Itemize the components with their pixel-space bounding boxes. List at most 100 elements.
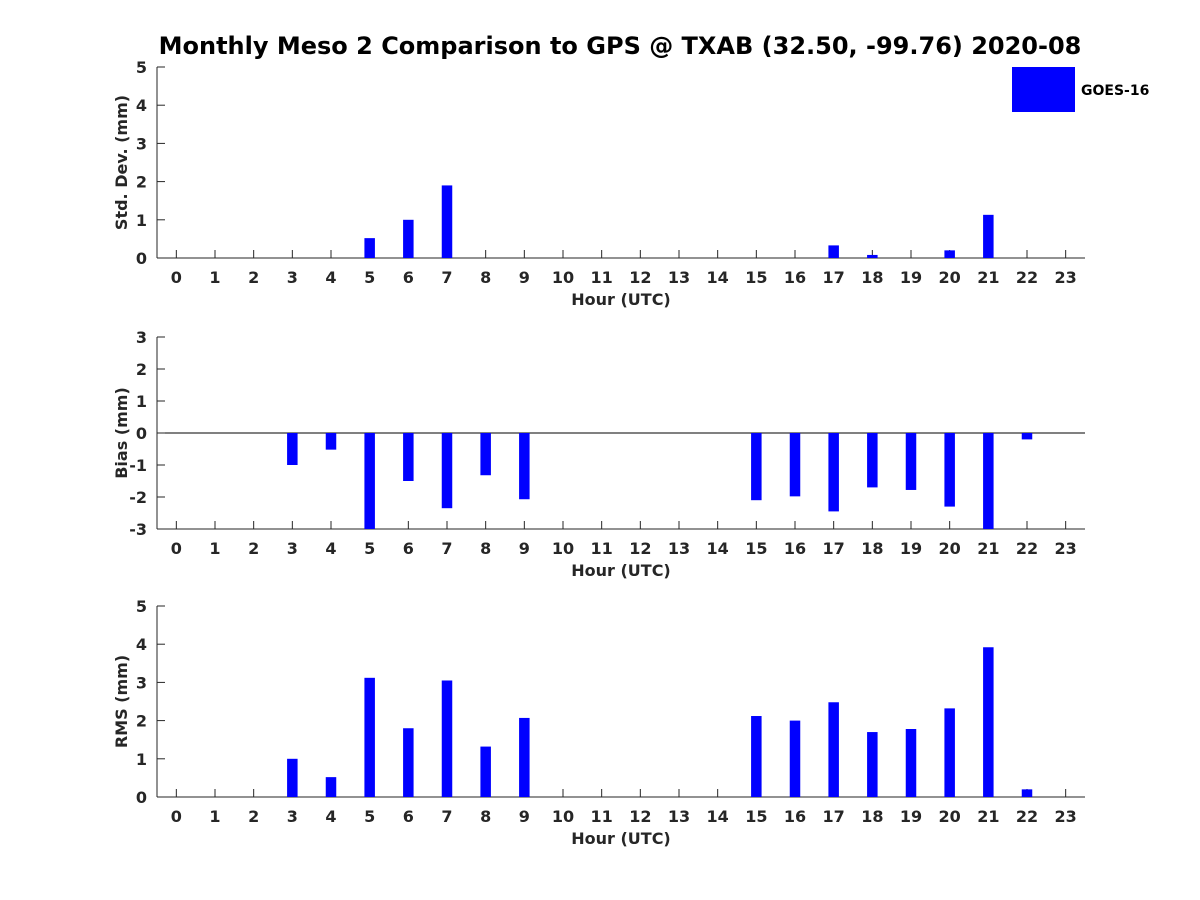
- bias-x-axis-label: Hour (UTC): [571, 561, 671, 580]
- chart-title: Monthly Meso 2 Comparison to GPS @ TXAB …: [159, 32, 1082, 60]
- rms-x-tick-label: 14: [707, 807, 729, 826]
- std-dev-x-tick-label: 3: [287, 268, 298, 287]
- rms-bar: [867, 732, 878, 797]
- std-dev-bar: [403, 219, 414, 258]
- rms-x-tick-label: 20: [939, 807, 961, 826]
- bias-y-tick-label: 2: [136, 360, 147, 379]
- rms-bar: [944, 708, 955, 797]
- rms-y-tick-label: 4: [136, 635, 147, 654]
- rms-x-tick-label: 18: [861, 807, 883, 826]
- rms-x-tick-label: 17: [823, 807, 845, 826]
- std-dev-bar: [944, 250, 955, 258]
- rms-y-tick-label: 5: [136, 597, 147, 616]
- std-dev-x-tick-label: 2: [248, 268, 259, 287]
- bias-y-tick-label: -3: [129, 520, 147, 539]
- bias-x-tick-label: 0: [171, 539, 182, 558]
- rms-x-axis-label: Hour (UTC): [571, 829, 671, 848]
- bias-bar: [983, 433, 994, 529]
- std-dev-x-tick-label: 5: [364, 268, 375, 287]
- rms-bar: [828, 702, 839, 797]
- rms-x-tick-label: 19: [900, 807, 922, 826]
- rms-x-tick-label: 0: [171, 807, 182, 826]
- legend: GOES-16: [1012, 67, 1149, 112]
- bias-bar: [519, 433, 530, 500]
- bias-x-tick-label: 11: [591, 539, 613, 558]
- bias-x-tick-label: 22: [1016, 539, 1038, 558]
- std-dev-bar: [867, 254, 878, 258]
- std-dev-x-tick-label: 21: [977, 268, 999, 287]
- bias-x-tick-label: 2: [248, 539, 259, 558]
- std-dev-bar: [441, 185, 453, 258]
- legend-label: GOES-16: [1081, 83, 1149, 99]
- rms-bar: [480, 746, 491, 797]
- bias-y-tick-label: 1: [136, 392, 147, 411]
- bias-x-tick-label: 15: [745, 539, 767, 558]
- bias-x-tick-label: 9: [519, 539, 530, 558]
- rms-bar: [441, 680, 453, 797]
- rms-x-tick-label: 6: [403, 807, 414, 826]
- rms-bar: [403, 728, 414, 797]
- rms-x-tick-label: 11: [591, 807, 613, 826]
- rms-y-tick-label: 2: [136, 712, 147, 731]
- rms-x-tick-label: 2: [248, 807, 259, 826]
- rms-bar: [1021, 789, 1033, 797]
- bias-bar: [480, 433, 491, 476]
- bias-bar: [1021, 433, 1033, 440]
- bias-x-tick-label: 16: [784, 539, 806, 558]
- std-dev-y-axis-label: Std. Dev. (mm): [112, 95, 131, 230]
- std-dev-x-tick-label: 15: [745, 268, 767, 287]
- std-dev-x-tick-label: 9: [519, 268, 530, 287]
- bias-bar: [905, 433, 917, 490]
- bias-y-tick-label: -1: [129, 456, 147, 475]
- bias-x-tick-label: 1: [209, 539, 220, 558]
- rms-x-tick-label: 10: [552, 807, 574, 826]
- bias-x-tick-label: 19: [900, 539, 922, 558]
- std-dev-x-tick-label: 22: [1016, 268, 1038, 287]
- rms-x-tick-label: 13: [668, 807, 690, 826]
- rms-x-tick-label: 7: [441, 807, 452, 826]
- bias-x-tick-label: 20: [939, 539, 961, 558]
- std-dev-bar: [364, 238, 375, 258]
- rms-x-tick-label: 21: [977, 807, 999, 826]
- bias-x-tick-label: 13: [668, 539, 690, 558]
- std-dev-x-tick-label: 12: [629, 268, 651, 287]
- std-dev-y-tick-label: 0: [136, 249, 147, 268]
- bias-y-tick-label: -2: [129, 488, 147, 507]
- rms-bar: [905, 729, 917, 797]
- std-dev-x-tick-label: 8: [480, 268, 491, 287]
- rms-x-tick-label: 3: [287, 807, 298, 826]
- rms-x-tick-label: 5: [364, 807, 375, 826]
- bias-x-tick-label: 21: [977, 539, 999, 558]
- bias-bar: [287, 433, 298, 465]
- rms-bar: [519, 717, 530, 797]
- rms-x-tick-label: 16: [784, 807, 806, 826]
- rms-bar: [789, 720, 801, 797]
- legend-swatch: [1012, 67, 1075, 112]
- rms-x-tick-label: 12: [629, 807, 651, 826]
- bias-x-tick-label: 12: [629, 539, 651, 558]
- bias-bar: [867, 433, 878, 488]
- rms-x-tick-label: 22: [1016, 807, 1038, 826]
- bias-x-tick-label: 10: [552, 539, 574, 558]
- rms-bar: [364, 677, 375, 797]
- std-dev-x-axis-label: Hour (UTC): [571, 290, 671, 309]
- std-dev-x-tick-label: 23: [1055, 268, 1077, 287]
- bias-x-tick-label: 8: [480, 539, 491, 558]
- std-dev-x-tick-label: 6: [403, 268, 414, 287]
- std-dev-x-tick-label: 20: [939, 268, 961, 287]
- rms-x-tick-label: 23: [1055, 807, 1077, 826]
- std-dev-bar: [828, 245, 839, 258]
- std-dev-x-tick-label: 14: [707, 268, 729, 287]
- std-dev-x-tick-label: 10: [552, 268, 574, 287]
- bias-x-tick-label: 18: [861, 539, 883, 558]
- std-dev-x-tick-label: 18: [861, 268, 883, 287]
- bias-bar: [441, 433, 453, 509]
- bias-bar: [751, 433, 762, 501]
- rms-bar: [287, 758, 298, 797]
- rms-bar: [983, 647, 994, 797]
- rms-x-tick-label: 15: [745, 807, 767, 826]
- rms-x-tick-label: 8: [480, 807, 491, 826]
